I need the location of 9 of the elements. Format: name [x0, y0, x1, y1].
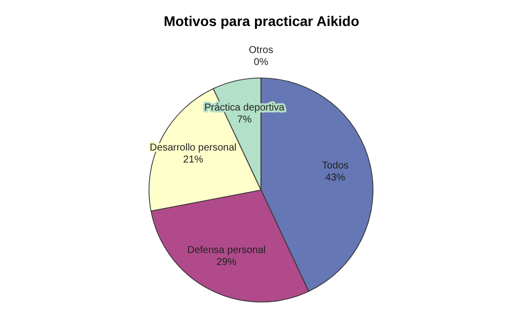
- data-label: 43%: [325, 172, 346, 184]
- slice-label: Defensa personal: [187, 244, 266, 256]
- text: 0%: [254, 57, 268, 68]
- data-label: 7%: [237, 114, 252, 126]
- data-label: 21%: [183, 154, 204, 166]
- data-label: 29%: [216, 256, 237, 268]
- chart-title: Motivos para practicar Aikido: [164, 13, 360, 29]
- category-label: Otros: [248, 45, 274, 56]
- slice-label: Todos: [322, 160, 349, 172]
